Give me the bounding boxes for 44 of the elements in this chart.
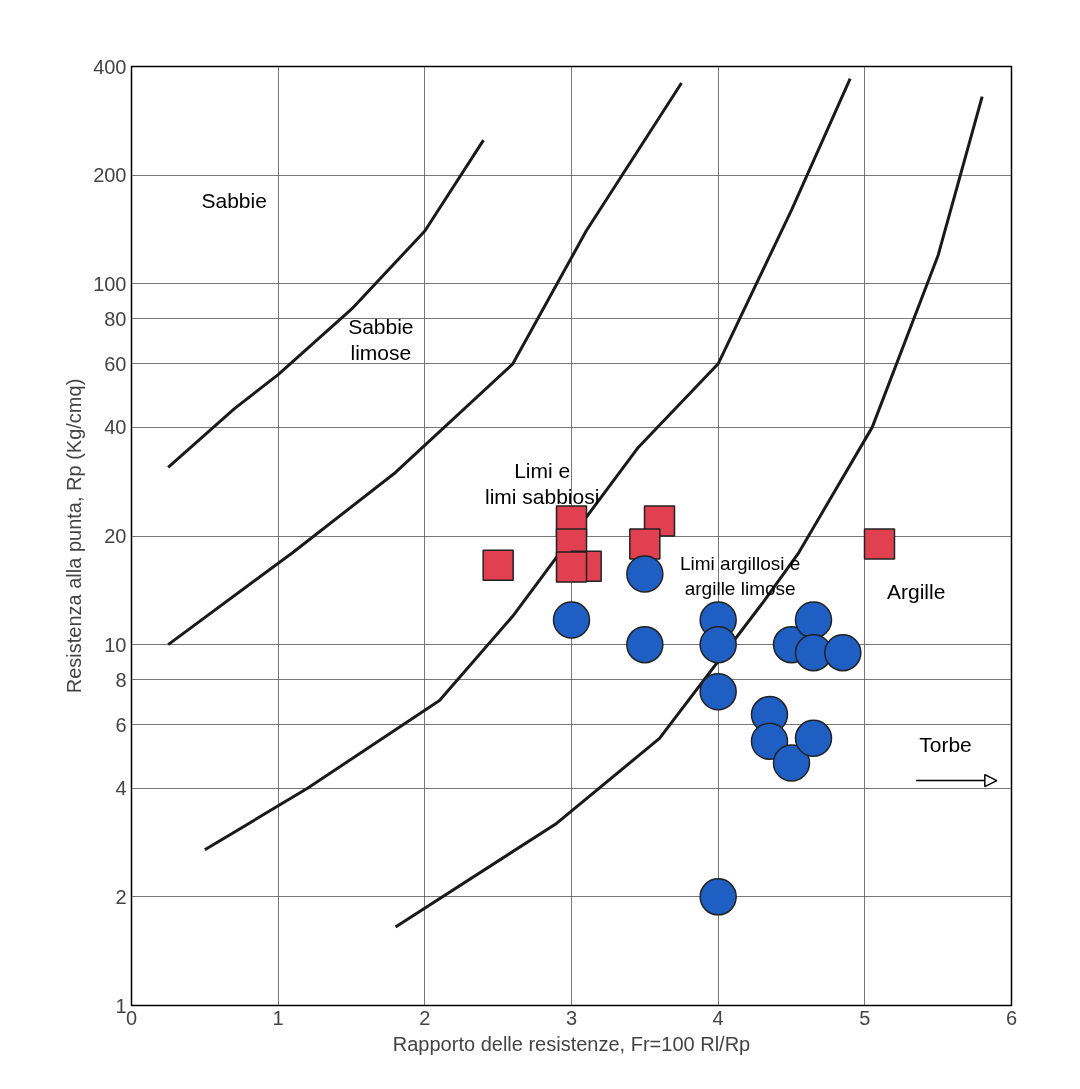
point	[863, 528, 896, 560]
point	[555, 551, 588, 583]
y-tick-label: 60	[104, 352, 127, 375]
point	[824, 633, 862, 672]
y-tick-label: 6	[115, 713, 127, 736]
x-tick-label: 4	[712, 1006, 724, 1029]
point	[552, 601, 591, 639]
point	[626, 555, 664, 593]
point	[794, 601, 833, 639]
x-tick-label: 2	[419, 1006, 431, 1029]
y-tick-label: 20	[104, 525, 127, 547]
y-tick-label: 100	[93, 272, 127, 295]
x-tick-label: 5	[859, 1006, 871, 1029]
annotation: Sabbie limose	[348, 314, 414, 365]
point	[794, 719, 833, 758]
y-tick-label: 4	[115, 777, 127, 800]
point	[699, 673, 737, 711]
y-tick-label: 2	[115, 885, 127, 908]
annotation: Argille	[886, 580, 946, 604]
x-tick-label: 6	[1005, 1006, 1018, 1029]
point	[626, 625, 664, 664]
annotation: Torbe	[919, 732, 972, 756]
y-tick-label: 400	[93, 55, 127, 78]
x-tick-label: 1	[272, 1006, 284, 1029]
x-tick-label: 0	[125, 1006, 138, 1029]
y-tick-label: 40	[104, 416, 127, 439]
line-series	[203, 77, 852, 852]
point	[772, 744, 811, 782]
annotation: Sabbie	[201, 189, 267, 213]
point	[699, 625, 737, 664]
y-axis-title: Resistenza alla punta, Rp (Kg/cmq)	[63, 378, 86, 694]
point	[699, 878, 737, 916]
x-tick-label: 3	[565, 1006, 578, 1029]
line-series	[166, 138, 485, 469]
y-tick-label: 10	[104, 633, 127, 656]
annotation: Limi e limi sabbiosi	[484, 458, 600, 508]
y-tick-label: 8	[115, 668, 127, 691]
point	[482, 549, 514, 581]
point	[750, 722, 789, 760]
y-tick-label: 80	[104, 307, 127, 330]
x-axis-title: Rapporto delle resistenze, Fr=100 Rl/Rp	[392, 1032, 751, 1055]
point	[629, 528, 661, 560]
line-series	[166, 81, 683, 647]
y-tick-label: 200	[93, 164, 127, 187]
